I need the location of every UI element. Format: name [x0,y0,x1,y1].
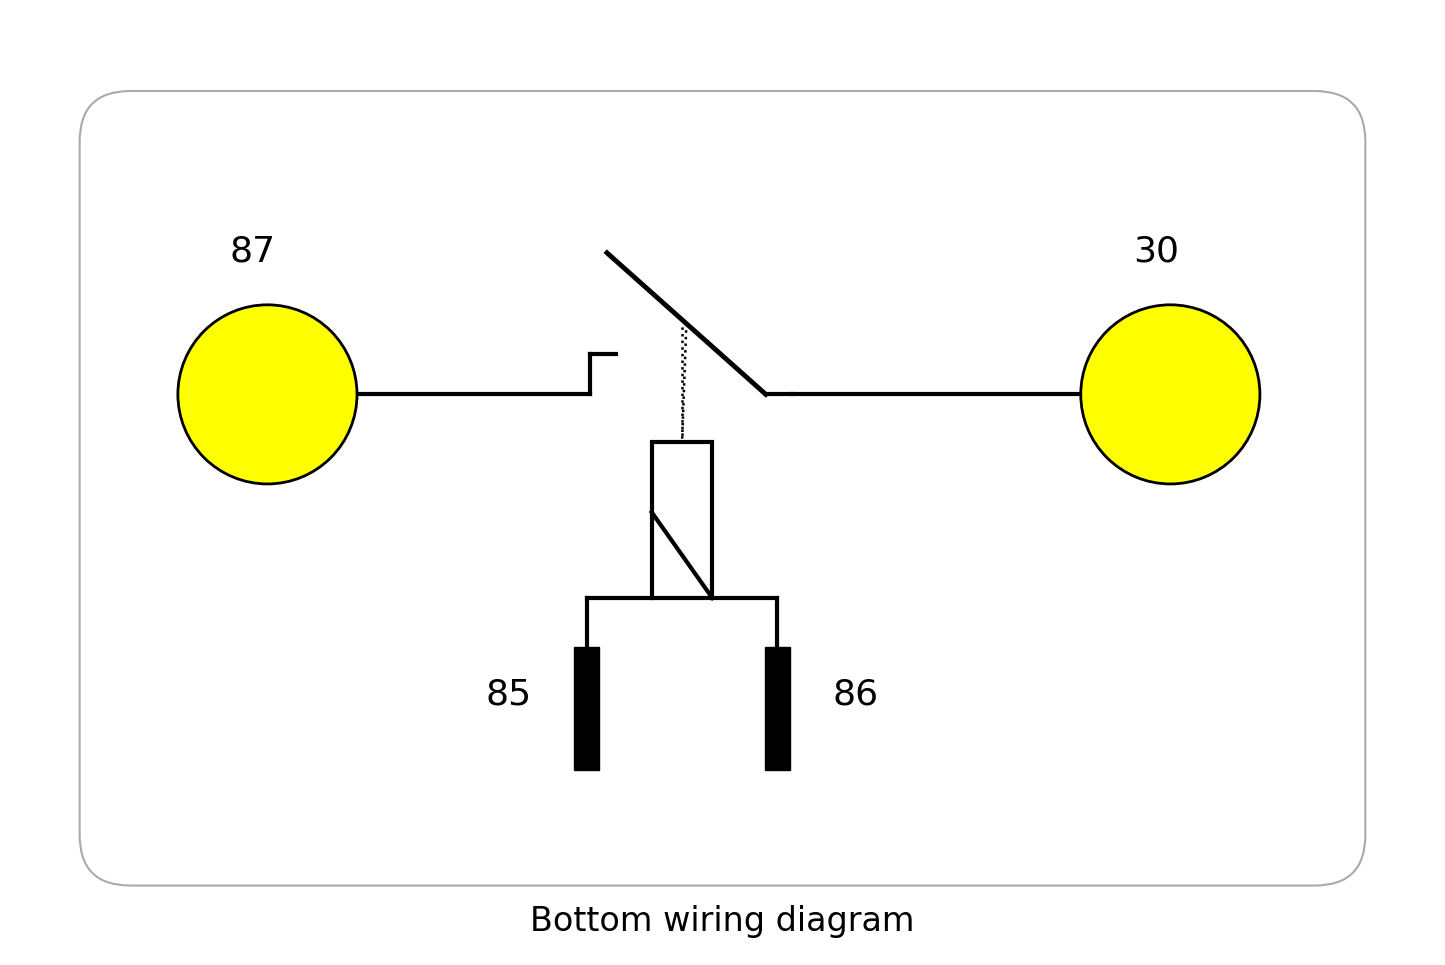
Text: 86: 86 [832,677,879,711]
Circle shape [178,305,357,483]
Text: 30: 30 [1133,234,1179,268]
Bar [764,648,789,770]
Text: 87: 87 [230,234,276,268]
Bar [575,648,600,770]
FancyBboxPatch shape [79,91,1366,886]
Circle shape [1081,305,1260,483]
Bar [652,442,712,598]
Text: 85: 85 [486,677,532,711]
Text: Bottom wiring diagram: Bottom wiring diagram [530,905,915,938]
